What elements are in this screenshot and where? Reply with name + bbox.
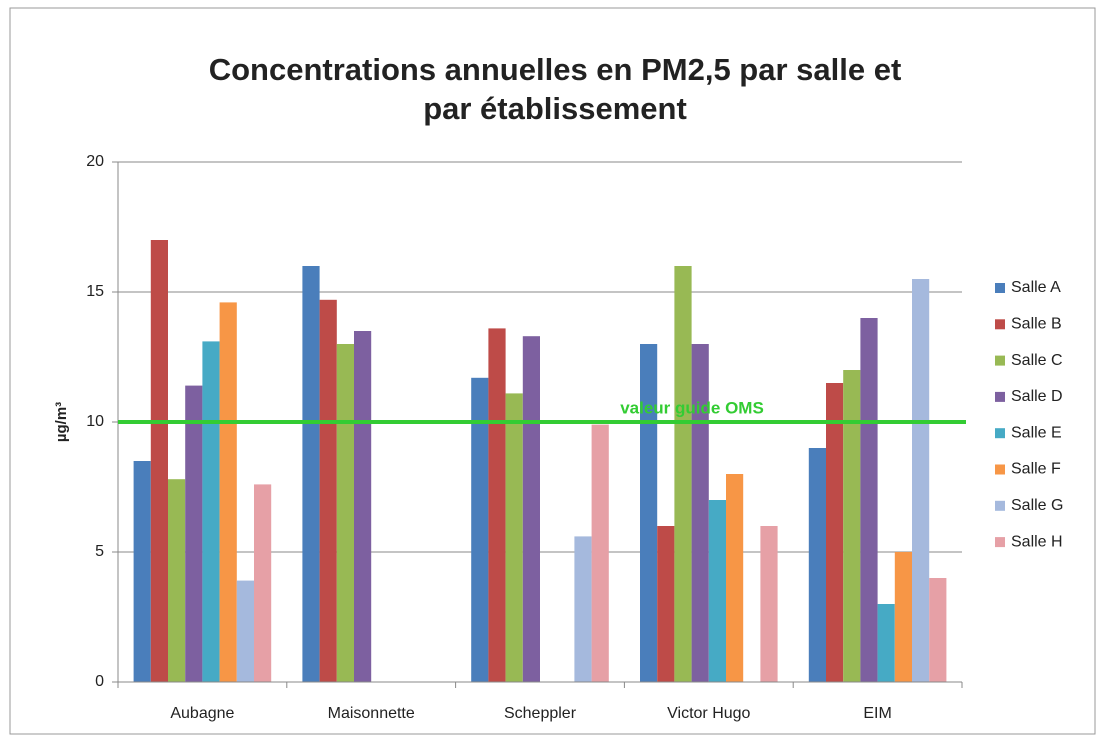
bar	[708, 500, 726, 682]
bar	[236, 580, 254, 682]
legend-swatch	[995, 500, 1005, 511]
chart-title: Concentrations annuelles en PM2,5 par sa…	[209, 52, 902, 87]
x-tick-label: Aubagne	[170, 705, 234, 722]
bar	[319, 299, 337, 682]
bar	[133, 461, 151, 682]
y-tick-label: 20	[86, 153, 104, 170]
legend-label: Salle E	[1011, 424, 1062, 441]
bar	[202, 341, 220, 682]
bar	[522, 336, 540, 682]
bar	[691, 344, 709, 682]
bar	[574, 536, 592, 682]
bar	[219, 302, 237, 682]
chart-title: par établissement	[423, 91, 687, 126]
bar	[894, 552, 912, 682]
legend-swatch	[995, 428, 1005, 439]
bar	[505, 393, 523, 682]
x-tick-label: EIM	[863, 705, 891, 722]
legend-label: Salle B	[1011, 316, 1062, 333]
x-tick-label: Victor Hugo	[667, 705, 750, 722]
bar	[488, 328, 506, 682]
bar	[760, 526, 778, 682]
bar	[808, 448, 826, 682]
bar	[254, 484, 272, 682]
bar	[726, 474, 744, 682]
legend-swatch	[995, 391, 1005, 402]
legend-swatch	[995, 355, 1005, 366]
legend-label: Salle C	[1011, 352, 1063, 369]
legend-swatch	[995, 319, 1005, 330]
bar	[657, 526, 675, 682]
x-tick-label: Maisonnette	[328, 705, 415, 722]
y-tick-label: 15	[86, 283, 104, 300]
legend-label: Salle F	[1011, 461, 1061, 478]
legend-swatch	[995, 537, 1005, 548]
bar	[354, 331, 372, 682]
bar	[591, 424, 609, 682]
bar	[877, 604, 895, 682]
bar	[826, 383, 844, 682]
bar	[185, 385, 203, 682]
x-tick-label: Scheppler	[504, 705, 577, 722]
bar	[168, 479, 186, 682]
bar	[336, 344, 354, 682]
bar	[640, 344, 658, 682]
bar	[674, 266, 692, 682]
legend-label: Salle G	[1011, 497, 1063, 514]
y-axis-label: µg/m³	[53, 402, 70, 442]
bar	[843, 370, 861, 682]
legend-label: Salle D	[1011, 388, 1063, 405]
y-tick-label: 5	[95, 543, 104, 560]
bar	[929, 578, 947, 682]
legend-label: Salle H	[1011, 533, 1063, 550]
legend-swatch	[995, 283, 1005, 293]
legend-label: Salle A	[1011, 279, 1061, 296]
bar	[912, 279, 930, 682]
bar	[860, 318, 878, 682]
reference-label: valeur guide OMS	[620, 398, 764, 417]
bar	[302, 266, 320, 682]
y-tick-label: 10	[86, 413, 104, 430]
legend-swatch	[995, 464, 1005, 475]
bar	[150, 240, 168, 682]
bar	[471, 377, 489, 682]
y-tick-label: 0	[95, 673, 104, 690]
